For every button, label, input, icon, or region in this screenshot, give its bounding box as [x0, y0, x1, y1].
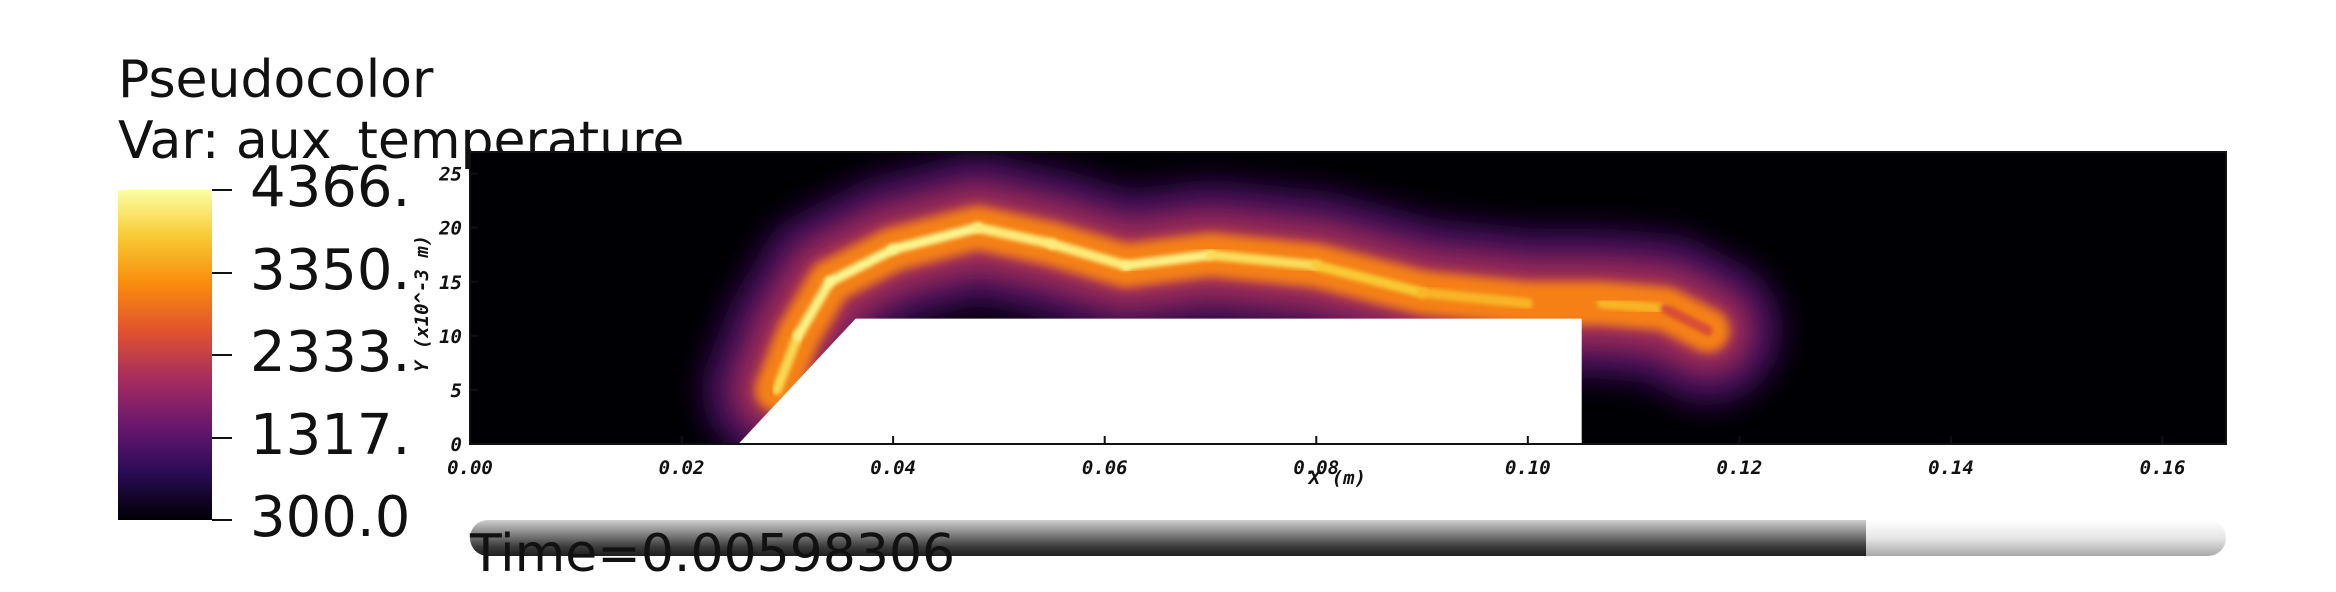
temperature-field [470, 152, 2226, 444]
x-tick-label: 0.02 [659, 457, 705, 479]
y-tick-label: 15 [439, 272, 462, 294]
flame-core-segment [1417, 287, 1533, 309]
x-tick-label: 0.04 [870, 457, 916, 479]
time-label: Time=0.00598306 [470, 524, 956, 584]
colorbar-tick-label: 2333. [250, 320, 411, 385]
flame-core-segment [824, 244, 899, 287]
legend-title: Pseudocolor [118, 50, 434, 110]
x-tick-label: 0.00 [447, 457, 493, 479]
y-axis-label: Y (x10^-3 m) [411, 235, 433, 372]
obstacle-step [738, 318, 1582, 444]
x-tick-label: 0.10 [1505, 457, 1551, 479]
colorbar-tick-mark [212, 436, 232, 439]
colorbar-tick-mark [212, 519, 232, 521]
colorbar-tick-mark [212, 354, 232, 356]
flame-core-segment [1205, 249, 1322, 271]
x-tick-label: 0.08 [1293, 457, 1339, 479]
x-tick-label: 0.14 [1928, 457, 1974, 479]
colorbar-tick-mark [212, 189, 232, 191]
y-tick-label: 20 [438, 218, 462, 240]
flame-core-segment [1596, 298, 1671, 314]
colorbar-tick-label: 3350. [250, 237, 411, 303]
colorbar-tick-mark [212, 271, 232, 274]
flame-core-segment [972, 222, 1057, 249]
x-tick-label: 0.12 [1717, 457, 1763, 479]
flame-core-segment [771, 330, 803, 395]
flame-core-segment [888, 222, 983, 255]
flame-core-segment [1046, 238, 1131, 271]
flame-core-segment [1660, 303, 1713, 336]
x-axis-label: X (m) [1307, 467, 1366, 489]
y-tick-label: 0 [451, 434, 462, 456]
colorbar-tick-label: 1317. [250, 402, 411, 468]
y-tick-label: 25 [438, 164, 462, 186]
y-tick-label: 10 [439, 326, 462, 348]
x-tick-label: 0.06 [1082, 457, 1128, 479]
colorbar [118, 190, 212, 520]
y-tick-label: 5 [451, 380, 462, 402]
flame-core-segment [1311, 260, 1428, 298]
x-tick-label: 0.16 [2140, 457, 2186, 479]
colorbar-tick-label: 300.0 [250, 485, 411, 550]
plot-frame [469, 151, 2227, 445]
time-bar-fill [470, 520, 1867, 556]
flame-core-segment [792, 276, 835, 341]
flame-core-segment [1120, 249, 1216, 271]
colorbar-tick-label: 4366. [250, 155, 411, 220]
